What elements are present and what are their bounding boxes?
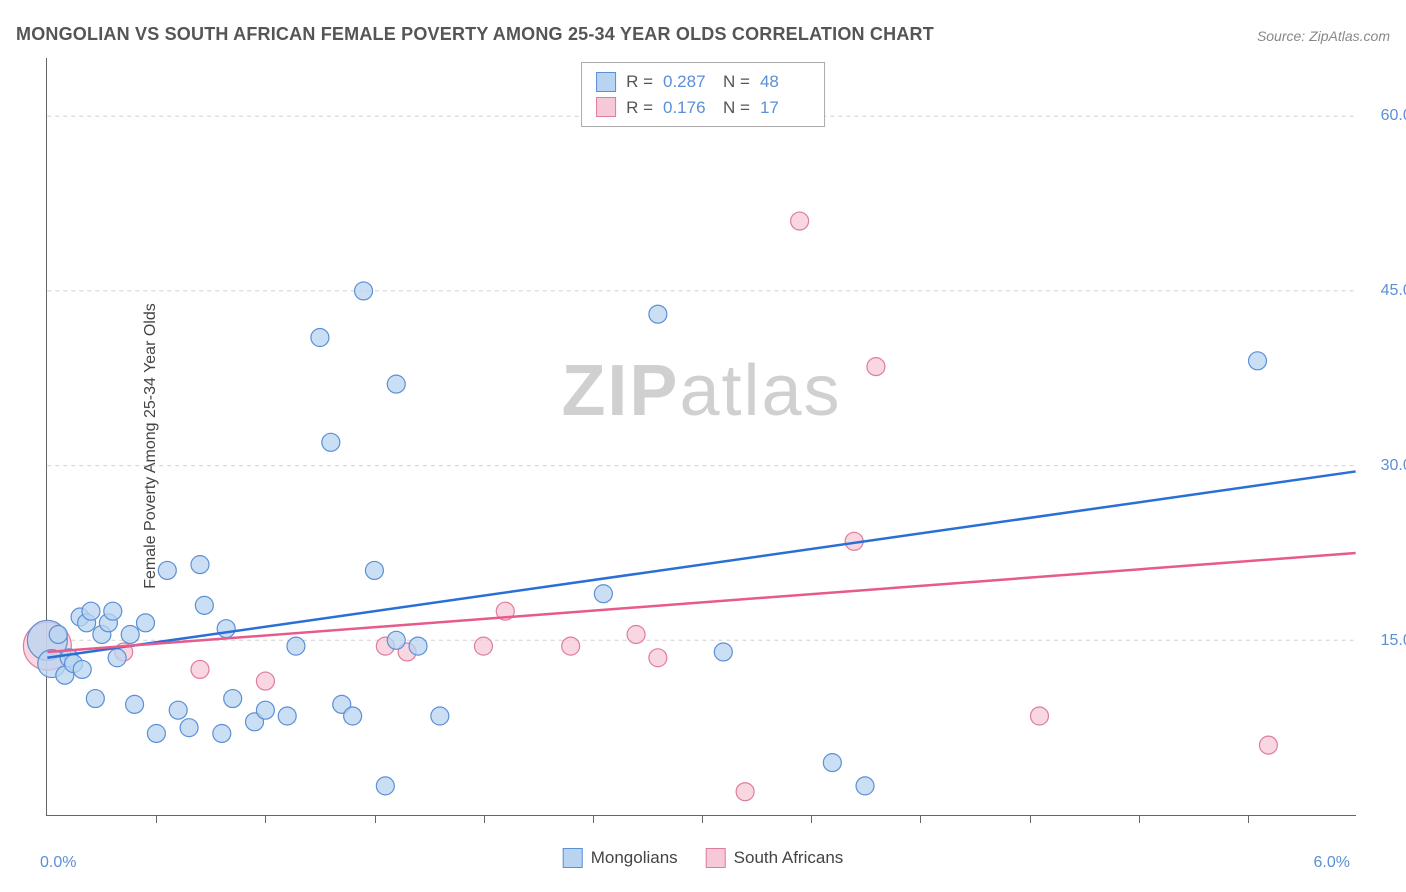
swatch-mongolians [596,72,616,92]
regression-line-mongolians [47,471,1355,657]
regression-line-south_africans [47,553,1355,652]
x-tick [484,815,485,823]
data-point-mongolians [594,585,612,603]
data-point-south_africans [256,672,274,690]
scatter-plot-svg [47,58,1356,815]
data-point-south_africans [627,625,645,643]
data-point-mongolians [649,305,667,323]
legend-swatch-mongolians [563,848,583,868]
y-tick-label: 15.0% [1366,632,1406,650]
x-tick [375,815,376,823]
x-axis-origin-label: 0.0% [40,854,76,872]
data-point-mongolians [1249,352,1267,370]
data-point-mongolians [431,707,449,725]
data-point-south_africans [867,358,885,376]
legend-swatch-south-africans [706,848,726,868]
stats-n-value-south-africans: 17 [760,95,810,121]
data-point-mongolians [213,724,231,742]
source-label: Source: ZipAtlas.com [1257,28,1390,44]
data-point-mongolians [823,754,841,772]
data-point-mongolians [224,690,242,708]
data-point-south_africans [562,637,580,655]
data-point-mongolians [195,596,213,614]
data-point-mongolians [158,561,176,579]
stats-r-label: R = [626,69,653,95]
data-point-south_africans [474,637,492,655]
x-tick [1248,815,1249,823]
data-point-mongolians [322,433,340,451]
y-tick-label: 30.0% [1366,457,1406,475]
x-tick [1139,815,1140,823]
swatch-south-africans [596,97,616,117]
data-point-mongolians [287,637,305,655]
data-point-mongolians [82,602,100,620]
data-point-mongolians [365,561,383,579]
data-point-mongolians [387,375,405,393]
stats-n-label: N = [723,95,750,121]
legend-item-mongolians: Mongolians [563,848,678,868]
legend-label-south-africans: South Africans [734,848,844,868]
x-tick [593,815,594,823]
x-tick [156,815,157,823]
x-axis-max-label: 6.0% [1314,854,1350,872]
data-point-mongolians [217,620,235,638]
data-point-mongolians [387,631,405,649]
data-point-mongolians [108,649,126,667]
data-point-mongolians [376,777,394,795]
y-tick-label: 45.0% [1366,282,1406,300]
x-tick [920,815,921,823]
data-point-south_africans [736,783,754,801]
data-point-mongolians [121,625,139,643]
data-point-mongolians [136,614,154,632]
data-point-mongolians [311,329,329,347]
data-point-mongolians [856,777,874,795]
stats-row-mongolians: R = 0.287 N = 48 [596,69,810,95]
data-point-mongolians [86,690,104,708]
data-point-south_africans [1030,707,1048,725]
data-point-mongolians [180,719,198,737]
x-tick [265,815,266,823]
data-point-south_africans [649,649,667,667]
stats-r-label: R = [626,95,653,121]
data-point-mongolians [126,695,144,713]
x-tick [811,815,812,823]
x-tick [702,815,703,823]
stats-n-label: N = [723,69,750,95]
x-tick [1030,815,1031,823]
data-point-mongolians [191,556,209,574]
data-point-south_africans [191,660,209,678]
data-point-mongolians [344,707,362,725]
data-point-mongolians [49,625,67,643]
data-point-mongolians [169,701,187,719]
data-point-mongolians [278,707,296,725]
chart-title: MONGOLIAN VS SOUTH AFRICAN FEMALE POVERT… [16,24,934,45]
plot-area: ZIPatlas 15.0%30.0%45.0%60.0% [46,58,1356,816]
data-point-south_africans [791,212,809,230]
data-point-mongolians [355,282,373,300]
chart-container: MONGOLIAN VS SOUTH AFRICAN FEMALE POVERT… [0,0,1406,892]
data-point-mongolians [147,724,165,742]
data-point-mongolians [409,637,427,655]
data-point-mongolians [256,701,274,719]
data-point-mongolians [714,643,732,661]
legend-label-mongolians: Mongolians [591,848,678,868]
legend-item-south-africans: South Africans [706,848,844,868]
stats-r-value-south-africans: 0.176 [663,95,713,121]
stats-legend: R = 0.287 N = 48 R = 0.176 N = 17 [581,62,825,127]
data-point-mongolians [104,602,122,620]
stats-row-south-africans: R = 0.176 N = 17 [596,95,810,121]
data-point-south_africans [1259,736,1277,754]
stats-n-value-mongolians: 48 [760,69,810,95]
stats-r-value-mongolians: 0.287 [663,69,713,95]
series-legend: Mongolians South Africans [563,848,844,868]
y-tick-label: 60.0% [1366,107,1406,125]
data-point-mongolians [73,660,91,678]
